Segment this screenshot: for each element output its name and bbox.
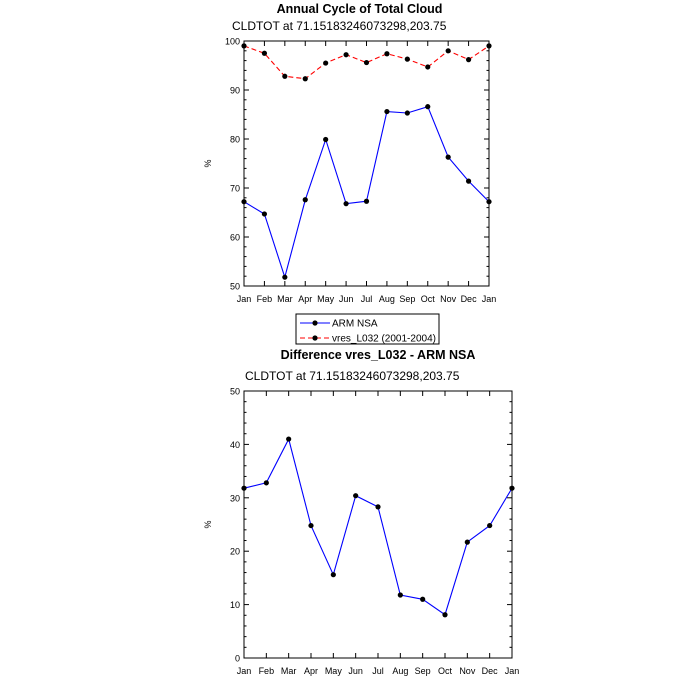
data-point xyxy=(375,504,381,510)
data-point xyxy=(241,485,247,491)
y-tick-label: 10 xyxy=(230,600,240,610)
y-axis-label: % xyxy=(203,520,213,528)
data-point xyxy=(241,43,247,49)
data-point xyxy=(445,154,451,160)
x-tick-label: Jun xyxy=(348,666,363,676)
data-point xyxy=(261,50,268,56)
chart-subtitle: CLDTOT at 71.15183246073298,203.75 xyxy=(245,369,460,383)
legend-marker xyxy=(312,320,318,326)
x-tick-label: Dec xyxy=(461,294,478,304)
x-tick-label: Jan xyxy=(237,666,252,676)
data-point xyxy=(404,56,410,62)
x-tick-label: Jun xyxy=(339,294,354,304)
x-tick-label: Feb xyxy=(257,294,273,304)
data-point xyxy=(286,436,292,442)
y-tick-label: 50 xyxy=(230,387,240,397)
x-tick-label: Jan xyxy=(505,666,520,676)
x-tick-label: Mar xyxy=(281,666,297,676)
data-point xyxy=(487,522,493,529)
chart-title: Difference vres_L032 - ARM NSA xyxy=(281,348,476,362)
x-tick-label: Nov xyxy=(459,666,476,676)
y-tick-label: 70 xyxy=(230,184,240,194)
x-tick-label: Oct xyxy=(438,666,453,676)
data-point xyxy=(330,572,336,578)
data-point xyxy=(302,197,308,203)
y-tick-label: 80 xyxy=(230,135,240,145)
x-tick-label: Apr xyxy=(298,294,312,304)
data-point xyxy=(363,198,370,204)
plot-frame xyxy=(243,40,490,287)
data-point xyxy=(425,64,431,70)
data-point xyxy=(263,480,269,486)
x-tick-label: Sep xyxy=(399,294,415,304)
x-tick-label: Dec xyxy=(482,666,499,676)
data-point xyxy=(486,43,492,49)
x-tick-label: Aug xyxy=(392,666,408,676)
data-point xyxy=(425,104,431,110)
series-1 xyxy=(241,104,492,280)
chart-2: Difference vres_L032 - ARM NSA CLDTOT at … xyxy=(203,348,519,676)
data-point xyxy=(323,136,329,143)
data-point xyxy=(241,199,247,205)
legend-marker xyxy=(312,335,318,341)
x-tick-label: Mar xyxy=(277,294,293,304)
data-point xyxy=(384,51,390,57)
series-1 xyxy=(241,436,515,618)
legend-box xyxy=(295,313,440,345)
x-tick-label: Jan xyxy=(237,294,252,304)
x-tick-label: Jul xyxy=(361,294,373,304)
data-point xyxy=(308,522,314,529)
data-point xyxy=(343,52,349,58)
x-tick-label: May xyxy=(325,666,343,676)
data-point xyxy=(282,73,288,79)
x-tick-label: Jan xyxy=(482,294,497,304)
x-tick-label: Feb xyxy=(259,666,275,676)
data-point xyxy=(323,60,329,66)
data-point xyxy=(397,592,403,598)
y-tick-label: 0 xyxy=(235,654,240,664)
series-line xyxy=(243,106,490,280)
data-point xyxy=(261,211,268,217)
y-axis-label: % xyxy=(203,159,213,167)
data-point xyxy=(343,201,349,207)
x-tick-label: Aug xyxy=(379,294,395,304)
data-point xyxy=(404,110,410,116)
plot-frame xyxy=(243,390,513,659)
x-tick-label: Nov xyxy=(440,294,457,304)
y-tick-label: 20 xyxy=(230,547,240,557)
x-tick-label: Oct xyxy=(421,294,436,304)
legend: ARM NSA vres_L032 (2001-2004) xyxy=(295,313,440,345)
data-point xyxy=(363,59,370,66)
x-tick-label: May xyxy=(317,294,335,304)
series-line xyxy=(243,437,513,616)
chart-subtitle: CLDTOT at 71.15183246073298,203.75 xyxy=(232,19,447,33)
data-point xyxy=(353,493,359,499)
data-point xyxy=(509,485,515,491)
y-tick-label: 30 xyxy=(230,493,240,503)
legend-label: vres_L032 (2001-2004) xyxy=(332,334,436,345)
data-point xyxy=(282,274,288,280)
data-point xyxy=(464,539,470,545)
legend-label: ARM NSA xyxy=(332,319,378,330)
x-tick-label: Jul xyxy=(372,666,384,676)
y-tick-label: 90 xyxy=(230,86,240,96)
data-point xyxy=(384,108,390,115)
chart-title: Annual Cycle of Total Cloud xyxy=(277,2,443,16)
x-tick-label: Apr xyxy=(304,666,318,676)
y-tick-label: 50 xyxy=(230,282,240,292)
data-point xyxy=(465,57,472,63)
data-point xyxy=(486,199,492,205)
data-point xyxy=(442,612,448,618)
data-point xyxy=(445,48,451,54)
data-point xyxy=(420,596,426,602)
chart-1: Annual Cycle of Total Cloud CLDTOT at 71.… xyxy=(203,2,496,345)
y-tick-label: 60 xyxy=(230,233,240,243)
data-point xyxy=(302,76,308,82)
y-tick-label: 100 xyxy=(225,37,240,47)
x-tick-label: Sep xyxy=(415,666,431,676)
series-2 xyxy=(241,43,492,82)
data-point xyxy=(465,178,472,184)
y-tick-label: 40 xyxy=(230,440,240,450)
